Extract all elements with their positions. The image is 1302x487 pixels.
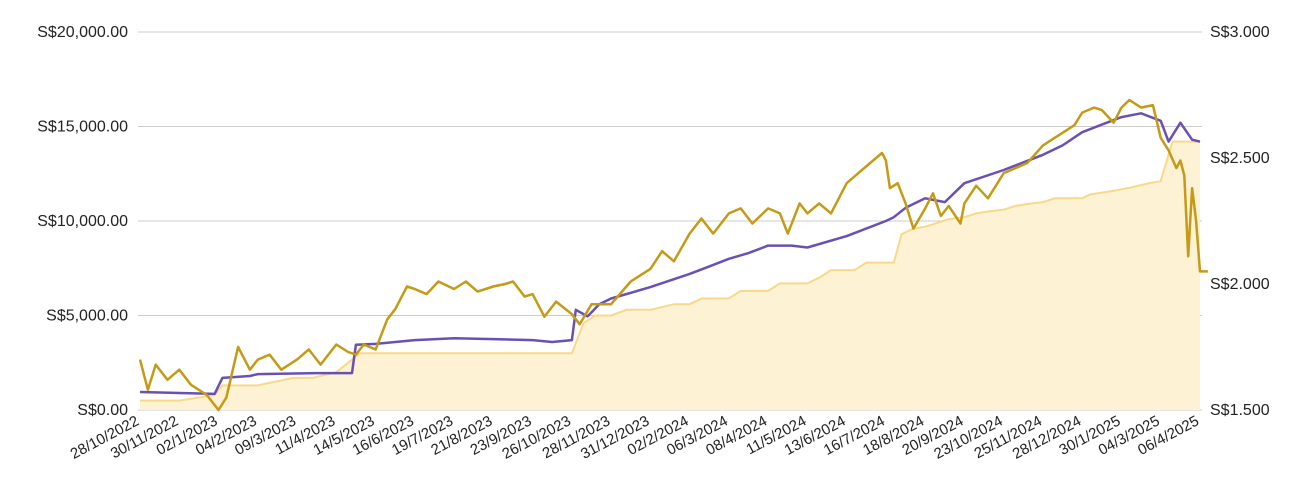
left-axis-ticks: S$0.00 S$5,000.00 S$10,000.00 S$15,000.00 S$…: [37, 24, 128, 419]
right-axis-ticks: S$1.500 S$2.000 S$2.500 S$3.000: [1210, 24, 1270, 419]
invested-line: [140, 140, 1200, 402]
invested-area: [140, 141, 1200, 410]
y-left-tick-label: S$10,000.00: [37, 213, 128, 230]
series-lines: [138, 98, 1208, 412]
y-left-tick-label: S$5,000.00: [46, 308, 128, 325]
y-right-tick-label: S$1.500: [1210, 402, 1270, 419]
y-left-tick-label: S$0.00: [77, 402, 128, 419]
y-left-tick-label: S$20,000.00: [37, 24, 128, 41]
y-right-tick-label: S$3.000: [1210, 24, 1270, 41]
x-axis-ticks: 28/10/202230/11/202202/1/202304/2/202309…: [68, 413, 1202, 463]
price-line: [138, 98, 1208, 412]
y-right-tick-label: S$2.000: [1210, 276, 1270, 293]
y-right-tick-label: S$2.500: [1210, 150, 1270, 167]
invested-area-layer: [140, 140, 1200, 410]
y-left-tick-label: S$15,000.00: [37, 119, 128, 136]
